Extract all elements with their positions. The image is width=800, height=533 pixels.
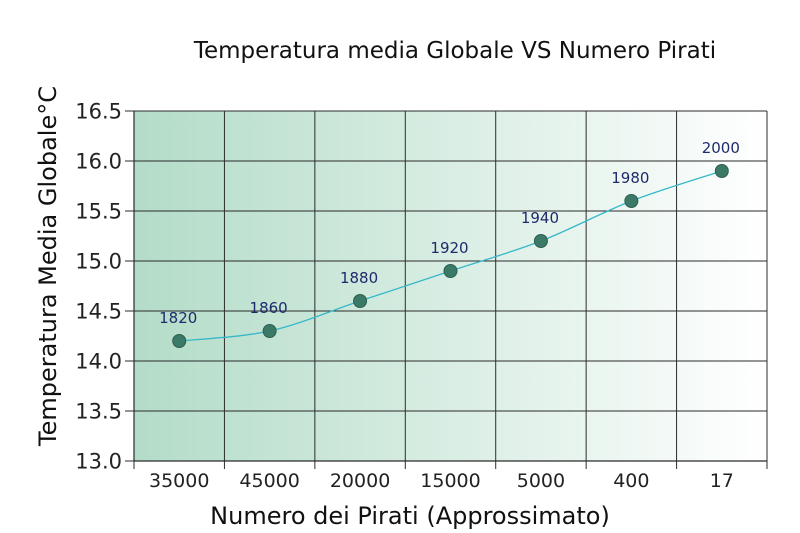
grid	[134, 110, 767, 462]
y-ticks: 13.0 13.5 14.0 14.5 15.0 15.5 16.0 16.5	[75, 100, 134, 474]
x-ticks: 35000 45000 20000 15000 5000 400 17	[133, 461, 768, 492]
y-tick-label-6: 16.0	[75, 150, 122, 174]
point-label-0: 1820	[159, 309, 197, 327]
x-tick-label-0: 35000	[149, 470, 209, 492]
y-tick-label-0: 13.0	[75, 450, 122, 474]
y-tick-label-4: 15.0	[75, 250, 122, 274]
y-tick-label-1: 13.5	[75, 400, 122, 424]
x-tick-label-1: 45000	[239, 470, 299, 492]
data-point-2	[353, 294, 368, 308]
point-labels: 1820 1860 1880 1920 1940 1980 2000	[159, 139, 740, 327]
x-tick-label-3: 15000	[420, 470, 480, 492]
chart-title: Temperatura media Globale VS Numero Pira…	[193, 38, 716, 64]
data-point-5	[624, 194, 639, 208]
data-point-1	[262, 324, 277, 338]
data-point-4	[533, 234, 548, 248]
y-tick-label-2: 14.0	[75, 350, 122, 374]
point-label-3: 1920	[430, 239, 468, 257]
plot-background	[134, 111, 767, 461]
x-tick-label-5: 400	[613, 470, 649, 492]
data-point-3	[443, 264, 458, 278]
point-label-5: 1980	[611, 169, 649, 187]
y-tick-label-3: 14.5	[75, 300, 122, 324]
data-point-0	[172, 334, 187, 348]
data-point-6	[714, 164, 729, 178]
axes	[133, 111, 768, 462]
y-tick-label-5: 15.5	[75, 200, 122, 224]
x-tick-label-2: 20000	[330, 470, 390, 492]
x-tick-label-4: 5000	[517, 470, 565, 492]
point-label-4: 1940	[521, 209, 559, 227]
y-tick-label-7: 16.5	[75, 100, 122, 124]
point-label-2: 1880	[340, 269, 378, 287]
x-axis-label: Numero dei Pirati (Approssimato)	[210, 502, 610, 530]
x-tick-label-6: 17	[710, 470, 734, 492]
point-label-1: 1860	[250, 299, 288, 317]
y-axis-label: Temperatura Media Globale°C	[34, 86, 62, 447]
data-points	[172, 164, 729, 348]
point-label-6: 2000	[702, 139, 740, 157]
